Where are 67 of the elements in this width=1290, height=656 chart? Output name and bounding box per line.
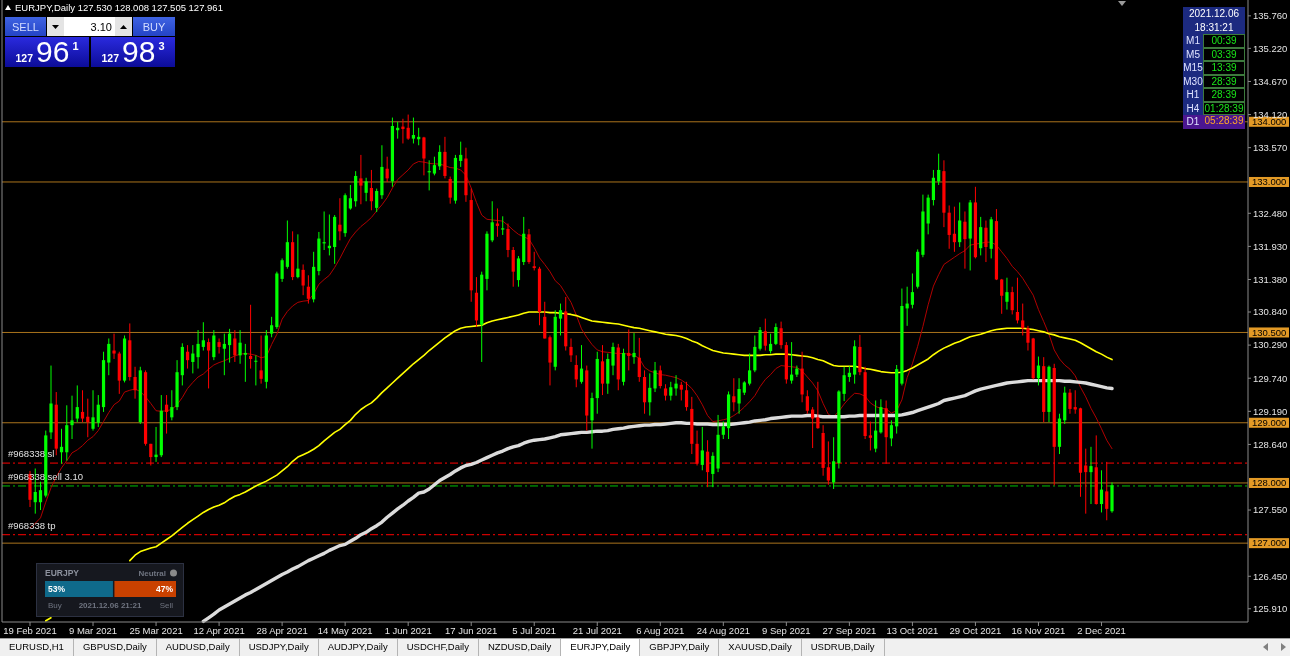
tab: USDRUB,Daily	[801, 639, 885, 656]
data-label: 47%	[155, 583, 174, 594]
tab: GBPJPY,Daily	[640, 639, 720, 656]
x-tick-label: 9 Sep 2021	[762, 625, 811, 636]
ref-line-label: 129.000	[1252, 417, 1287, 429]
y-tick-label: 126.450	[1253, 570, 1288, 582]
ref-line-label: #968338 tp	[8, 519, 56, 531]
y-tick-label: 129.190	[1253, 405, 1288, 417]
x-tick-label: 12 Apr 2021	[193, 625, 245, 636]
tab: USDJPY,Daily	[239, 639, 319, 656]
ref-line-label: 127.000	[1252, 537, 1287, 549]
tab: GBPUSD,Daily	[73, 639, 157, 656]
chart-title: EURJPY,Daily 127.530 128.008 127.505 127.961	[15, 2, 223, 13]
text: EURJPY	[45, 568, 80, 578]
category-label: Sell	[159, 601, 174, 610]
y-tick-label: 131.930	[1253, 240, 1288, 252]
x-tick-label: 13 Oct 2021	[886, 625, 939, 636]
x-tick-label: 19 Feb 2021	[3, 625, 57, 636]
x-tick-label: 21 Jul 2021	[572, 625, 622, 636]
y-tick-label: 125.910	[1253, 603, 1288, 615]
y-tick-label: 129.740	[1253, 372, 1288, 384]
x-tick-label: 16 Nov 2021	[1011, 625, 1066, 636]
y-tick-label: 127.550	[1253, 504, 1288, 516]
buy-button: BUY	[133, 17, 175, 36]
annotation: 96	[36, 35, 70, 68]
sell-button: SELL	[5, 17, 46, 36]
x-tick-label: 29 Oct 2021	[949, 625, 1002, 636]
x-tick-label: 9 Mar 2021	[69, 625, 118, 636]
annotation: 98	[122, 35, 156, 68]
annotation: 2021.12.06 21:21	[78, 601, 142, 610]
annotation: 127	[15, 52, 34, 64]
y-tick-label: 128.640	[1253, 438, 1288, 450]
category-label: Buy	[48, 601, 62, 610]
annotation: Neutral	[138, 569, 166, 578]
timer-panel: 2021.12.06 18:31:21 M1 00:39 M5 03:39 M15 13:39 M30 28:39 H1 28:39 H4 01:28:39 D1 05:28:39	[1183, 7, 1245, 129]
y-tick-label: 132.480	[1253, 207, 1288, 219]
x-tick-label: 25 Mar 2021	[129, 625, 183, 636]
tab: XAUUSD,Daily	[719, 639, 802, 656]
y-tick-label: 131.380	[1253, 273, 1288, 285]
tab: AUDUSD,Daily	[156, 639, 240, 656]
y-tick-label: 133.570	[1253, 141, 1288, 153]
y-tick-label: 130.290	[1253, 339, 1288, 351]
tab: EURUSD,H1	[0, 639, 74, 656]
tab: AUDJPY,Daily	[318, 639, 398, 656]
x-tick-label: 2 Dec 2021	[1077, 625, 1126, 636]
x-tick-label: 1 Jun 2021	[384, 625, 432, 636]
y-tick-label: 130.840	[1253, 306, 1288, 318]
y-tick-label: 134.670	[1253, 75, 1288, 87]
x-tick-label: 5 Jul 2021	[512, 625, 557, 636]
tab: USDCHF,Daily	[397, 639, 479, 656]
annotation: 3	[158, 40, 165, 52]
y-tick-label: 135.220	[1253, 42, 1288, 54]
x-tick-label: 24 Aug 2021	[696, 625, 750, 636]
ref-line-label: 130.500	[1252, 326, 1287, 338]
x-tick-label: 14 May 2021	[317, 625, 373, 636]
tab: EURJPY,Daily	[561, 639, 641, 656]
data-label: 53%	[48, 583, 66, 594]
x-tick-label: 6 Aug 2021	[636, 625, 685, 636]
lot-size-field: 3.10	[64, 17, 115, 36]
x-tick-label: 28 Apr 2021	[256, 625, 308, 636]
x-tick-label: 17 Jun 2021	[445, 625, 498, 636]
ref-line-label: 128.000	[1252, 477, 1287, 489]
ref-line-label: 133.000	[1252, 176, 1287, 188]
x-tick-label: 27 Sep 2021	[822, 625, 877, 636]
y-tick-label: 135.760	[1253, 10, 1288, 22]
annotation: 1	[72, 40, 79, 52]
annotation: 127	[101, 52, 120, 64]
